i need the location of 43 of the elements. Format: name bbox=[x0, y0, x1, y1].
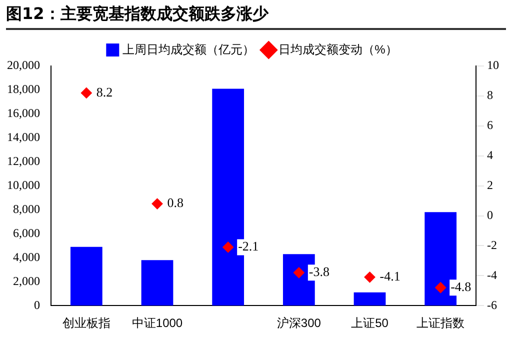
point bbox=[152, 198, 163, 210]
y2-tick-label: 2 bbox=[487, 178, 493, 192]
y-tick-label: 20,000 bbox=[7, 58, 40, 72]
x-tick-label: 创业板指 bbox=[62, 316, 110, 330]
data-label: -3.8 bbox=[308, 264, 330, 280]
y2-tick-label: 10 bbox=[487, 58, 499, 72]
y2-tick-label: 8 bbox=[487, 88, 493, 102]
data-label: -4.1 bbox=[380, 268, 400, 284]
point bbox=[293, 267, 304, 278]
y2-tick-label: 0 bbox=[487, 208, 493, 222]
point bbox=[435, 282, 446, 294]
y-tick-label: 4,000 bbox=[13, 250, 40, 264]
bar bbox=[354, 292, 386, 306]
data-label: -4.8 bbox=[450, 279, 472, 294]
data-label: 8.2 bbox=[96, 84, 113, 100]
y2-tick-label: -2 bbox=[487, 238, 497, 252]
x-tick-label: 上证50 bbox=[351, 316, 389, 330]
point bbox=[80, 87, 92, 98]
bar bbox=[70, 246, 102, 306]
point bbox=[364, 272, 376, 283]
x-tick-label: 中证1000 bbox=[132, 316, 183, 330]
bar bbox=[141, 260, 174, 306]
y-tick-label: 10,000 bbox=[7, 178, 40, 192]
x-tick-label: 沪深300 bbox=[276, 316, 322, 330]
y2-tick-label: 4 bbox=[487, 148, 493, 162]
y-tick-label: 6,000 bbox=[13, 226, 40, 240]
data-label: -2.1 bbox=[238, 238, 259, 254]
y-tick-label: 0 bbox=[34, 298, 40, 312]
data-label: 0.8 bbox=[167, 195, 184, 210]
chart-title: 图12：主要宽基指数成交额跌多涨少 bbox=[6, 4, 506, 30]
y-tick-label: 14,000 bbox=[7, 130, 40, 144]
y-tick-label: 2,000 bbox=[13, 274, 40, 288]
y2-tick-label: -4 bbox=[487, 268, 497, 282]
x-tick-label: 上证指数 bbox=[416, 316, 465, 330]
y-tick-label: 12,000 bbox=[7, 154, 40, 168]
legend-label: 上周日均成交额（亿元） bbox=[122, 42, 255, 56]
legend-label: 日均成交额变动（%） bbox=[278, 42, 398, 56]
y2-tick-label: -6 bbox=[487, 298, 497, 312]
y-tick-label: 18,000 bbox=[7, 82, 40, 96]
y-tick-label: 8,000 bbox=[13, 202, 40, 216]
y-tick-label: 16,000 bbox=[7, 106, 40, 120]
point bbox=[222, 242, 234, 253]
y2-tick-label: 6 bbox=[487, 118, 493, 132]
